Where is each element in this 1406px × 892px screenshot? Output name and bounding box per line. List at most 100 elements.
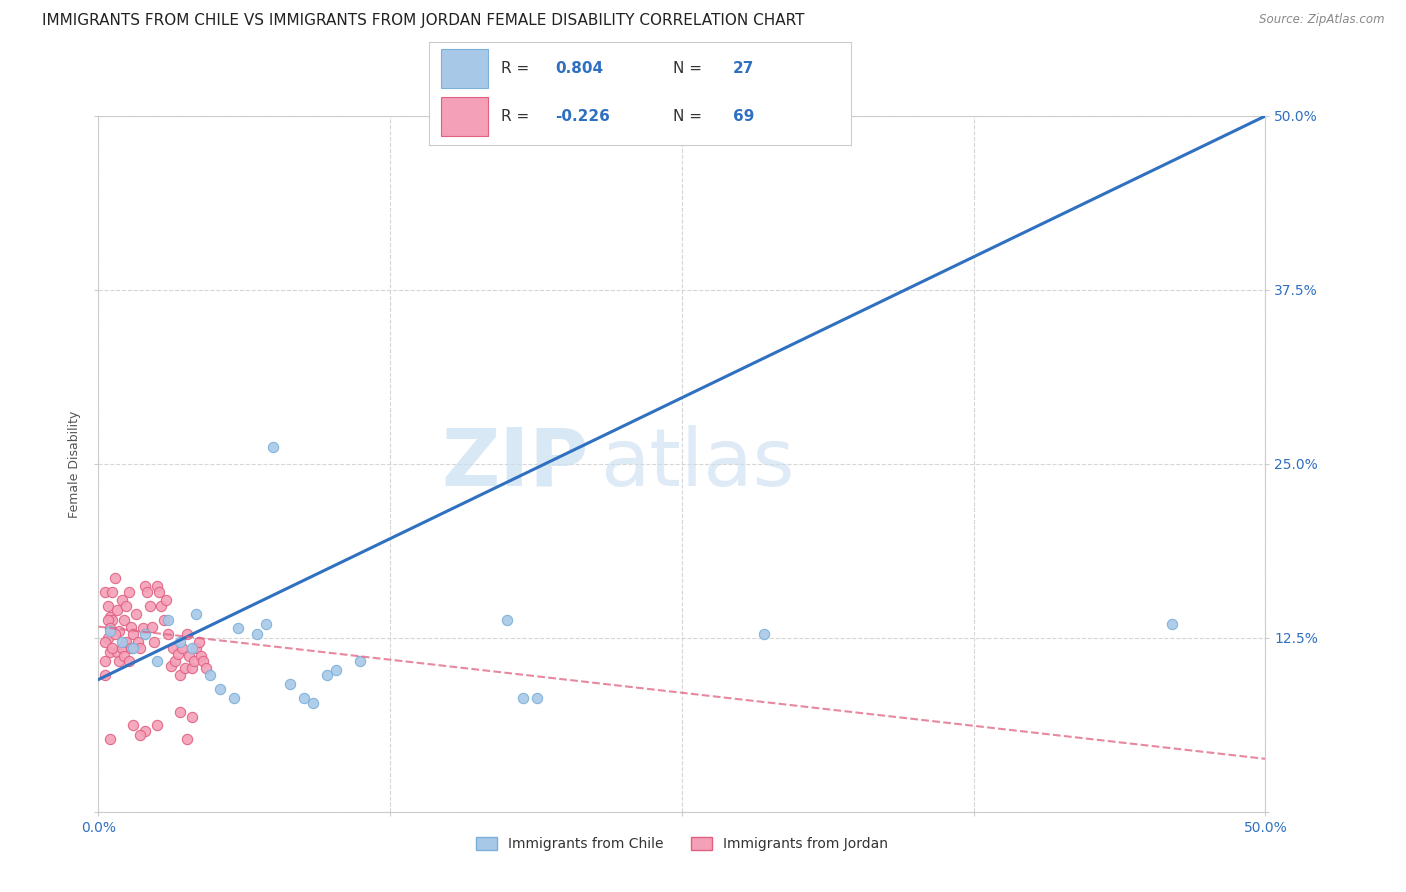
- Point: [120, 620, 142, 634]
- Point: [111, 635, 134, 649]
- Y-axis label: Female Disability: Female Disability: [67, 410, 82, 517]
- Point: [176, 732, 198, 747]
- Point: [141, 620, 163, 634]
- Point: [112, 613, 135, 627]
- Point: [169, 635, 191, 649]
- Point: [186, 640, 208, 655]
- Point: [228, 621, 250, 635]
- Point: [111, 640, 134, 655]
- Point: [316, 668, 339, 682]
- Point: [222, 690, 245, 705]
- Point: [125, 607, 148, 621]
- Point: [169, 705, 191, 719]
- Text: Source: ZipAtlas.com: Source: ZipAtlas.com: [1260, 13, 1385, 27]
- Point: [495, 613, 517, 627]
- Point: [165, 655, 187, 669]
- Point: [134, 626, 156, 640]
- Point: [122, 640, 145, 655]
- Point: [262, 440, 284, 454]
- Point: [111, 593, 134, 607]
- Point: [108, 624, 131, 638]
- Point: [97, 613, 120, 627]
- Point: [180, 661, 202, 675]
- Point: [157, 613, 180, 627]
- Point: [752, 626, 775, 640]
- Point: [97, 631, 120, 645]
- Text: 69: 69: [733, 110, 754, 124]
- Point: [512, 690, 534, 705]
- Point: [200, 668, 222, 682]
- Point: [101, 585, 124, 599]
- Point: [176, 626, 198, 640]
- Point: [180, 710, 202, 724]
- Point: [146, 655, 169, 669]
- Point: [98, 645, 121, 659]
- Point: [115, 635, 138, 649]
- Text: N =: N =: [673, 61, 707, 76]
- Point: [122, 626, 145, 640]
- Point: [172, 640, 194, 655]
- Point: [169, 668, 191, 682]
- Point: [104, 626, 127, 640]
- Text: 27: 27: [733, 61, 754, 76]
- Point: [162, 640, 184, 655]
- Text: R =: R =: [501, 110, 534, 124]
- Point: [246, 626, 269, 640]
- Point: [292, 690, 315, 705]
- Point: [256, 616, 278, 631]
- Text: ZIP: ZIP: [441, 425, 589, 503]
- Point: [173, 661, 195, 675]
- Point: [98, 610, 121, 624]
- Point: [155, 593, 177, 607]
- Bar: [441, 97, 488, 136]
- Point: [1161, 616, 1184, 631]
- Point: [143, 635, 166, 649]
- Bar: [441, 49, 488, 88]
- Point: [190, 648, 212, 663]
- Point: [115, 599, 138, 613]
- Point: [180, 640, 202, 655]
- Point: [193, 655, 215, 669]
- Point: [134, 724, 156, 739]
- Point: [97, 599, 120, 613]
- Point: [187, 635, 209, 649]
- Point: [146, 579, 169, 593]
- Point: [150, 599, 173, 613]
- Text: R =: R =: [501, 61, 534, 76]
- Point: [118, 585, 141, 599]
- Point: [122, 718, 145, 732]
- Point: [94, 668, 117, 682]
- Point: [120, 640, 142, 655]
- Point: [166, 648, 188, 662]
- Point: [183, 655, 205, 669]
- Point: [132, 621, 155, 635]
- Point: [104, 571, 127, 585]
- Point: [105, 645, 128, 659]
- Point: [139, 599, 162, 613]
- Point: [146, 718, 169, 732]
- Point: [108, 655, 131, 669]
- Point: [129, 640, 152, 655]
- Point: [94, 635, 117, 649]
- Point: [179, 648, 201, 663]
- Point: [134, 579, 156, 593]
- Point: [98, 621, 121, 635]
- Point: [526, 690, 548, 705]
- Point: [194, 661, 217, 675]
- Point: [159, 658, 181, 673]
- Point: [98, 732, 121, 747]
- Point: [118, 655, 141, 669]
- Point: [208, 682, 231, 697]
- Point: [278, 676, 301, 690]
- Point: [101, 640, 124, 655]
- Text: 0.804: 0.804: [555, 61, 603, 76]
- Text: IMMIGRANTS FROM CHILE VS IMMIGRANTS FROM JORDAN FEMALE DISABILITY CORRELATION CH: IMMIGRANTS FROM CHILE VS IMMIGRANTS FROM…: [42, 13, 804, 29]
- Point: [148, 585, 170, 599]
- Point: [127, 635, 149, 649]
- Point: [325, 663, 347, 677]
- Legend: Immigrants from Chile, Immigrants from Jordan: Immigrants from Chile, Immigrants from J…: [470, 832, 894, 857]
- Point: [112, 648, 135, 663]
- Text: N =: N =: [673, 110, 707, 124]
- Point: [136, 585, 159, 599]
- Point: [186, 607, 208, 621]
